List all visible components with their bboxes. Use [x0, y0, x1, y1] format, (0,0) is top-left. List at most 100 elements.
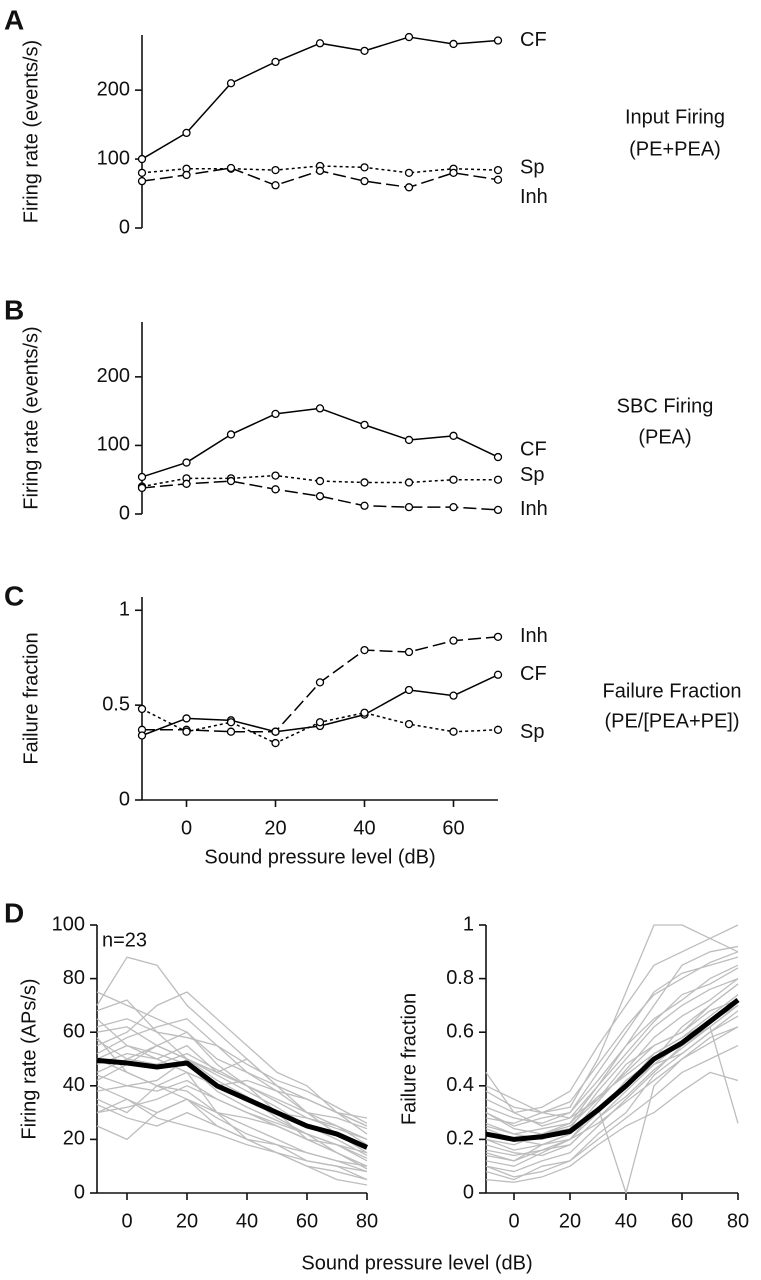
marker: [137, 176, 147, 186]
y-tick-label: 200: [97, 78, 130, 100]
x-tick-label: 20: [176, 1210, 198, 1232]
annotation: n=23: [102, 929, 147, 951]
marker: [404, 719, 414, 729]
marker: [182, 170, 191, 180]
y-tick-label: 0: [119, 502, 130, 524]
x-tick-label: 80: [727, 1210, 749, 1232]
x-tick-label: 60: [442, 817, 464, 839]
marker: [449, 168, 458, 178]
marker: [315, 404, 325, 413]
series-line: [141, 474, 498, 488]
marker: [449, 475, 458, 484]
marker: [315, 39, 325, 48]
panel-letter: B: [4, 294, 24, 325]
series-label: Sp: [520, 721, 544, 743]
series-line: [485, 999, 739, 1124]
y-tick-label: 200: [97, 365, 130, 387]
series-label: Inh: [520, 186, 548, 208]
x-tick-label: 60: [671, 1210, 693, 1232]
marker: [315, 166, 325, 175]
series-line: [141, 36, 499, 160]
x-axis-label: Sound pressure level (dB): [301, 1252, 532, 1274]
series-line: [141, 407, 499, 478]
y-tick-label: 20: [63, 1128, 85, 1150]
side-text: (PE/[PEA+PE]): [604, 710, 739, 732]
y-tick-label: 0: [463, 1181, 474, 1203]
series-line: [485, 945, 739, 1127]
x-tick-label: 40: [236, 1210, 258, 1232]
series-label: CF: [520, 663, 547, 685]
series-line: [96, 1103, 368, 1167]
series-line: [141, 480, 499, 511]
series-line: [96, 1044, 368, 1159]
panel-letter: A: [4, 4, 24, 35]
y-tick-label: 40: [63, 1074, 85, 1096]
series-line: [96, 999, 368, 1170]
marker: [315, 476, 325, 486]
y-tick-label: 0: [119, 216, 130, 238]
marker: [404, 685, 414, 695]
marker: [404, 502, 414, 512]
y-tick-label: 0.4: [446, 1074, 474, 1096]
x-axis-label: Sound pressure level (dB): [204, 846, 435, 868]
series-line: [485, 1026, 739, 1162]
marker: [226, 163, 236, 173]
y-tick-label: 1: [463, 913, 474, 935]
series-line: [96, 1044, 368, 1130]
marker: [271, 57, 280, 67]
x-tick-label: 20: [559, 1210, 581, 1232]
y-tick-label: 80: [63, 967, 85, 989]
y-tick-label: 100: [97, 434, 130, 456]
marker: [271, 181, 280, 190]
marker: [360, 645, 369, 655]
series-line: [485, 956, 739, 1127]
marker: [404, 32, 414, 42]
marker: [182, 458, 191, 467]
series-line: [485, 1010, 739, 1178]
y-tick-label: 0.8: [446, 967, 474, 989]
y-tick-label: 0.2: [446, 1128, 474, 1150]
panel-letter: C: [4, 580, 24, 611]
x-tick-label: 0: [181, 817, 192, 839]
series-line: [96, 956, 368, 1127]
y-axis-label: Failure fraction: [398, 993, 420, 1125]
x-tick-label: 0: [121, 1210, 132, 1232]
y-tick-label: 100: [97, 147, 130, 169]
series-line: [485, 978, 739, 1151]
marker: [137, 154, 147, 164]
series-label: CF: [520, 29, 547, 51]
marker: [137, 483, 147, 493]
series-line: [485, 1004, 739, 1157]
side-text: (PEA): [638, 426, 691, 448]
marker: [182, 727, 191, 736]
marker: [449, 691, 458, 700]
marker: [404, 435, 414, 445]
y-tick-label: 1: [119, 599, 130, 621]
y-tick-label: 0: [74, 1181, 85, 1203]
y-axis-label: Firing rate (events/s): [20, 326, 42, 509]
series-line: [485, 1045, 739, 1181]
marker: [449, 502, 458, 512]
marker: [493, 632, 503, 641]
marker: [271, 471, 280, 480]
y-tick-label: 60: [63, 1020, 85, 1042]
marker: [449, 431, 458, 440]
side-text: Input Firing: [625, 106, 725, 128]
x-tick-label: 40: [353, 817, 375, 839]
series-label: CF: [520, 438, 547, 460]
marker: [226, 718, 236, 727]
marker: [137, 168, 147, 178]
x-tick-label: 20: [264, 817, 286, 839]
side-text: SBC Firing: [617, 395, 714, 417]
marker: [137, 472, 147, 482]
marker: [449, 39, 458, 49]
marker: [493, 175, 503, 184]
series-line: [485, 967, 739, 1135]
series-label: Sp: [520, 156, 544, 178]
series-label: Inh: [520, 625, 548, 647]
series-label: Sp: [520, 464, 544, 486]
marker: [315, 492, 325, 501]
marker: [493, 505, 503, 515]
marker: [449, 636, 458, 645]
marker: [226, 430, 236, 439]
